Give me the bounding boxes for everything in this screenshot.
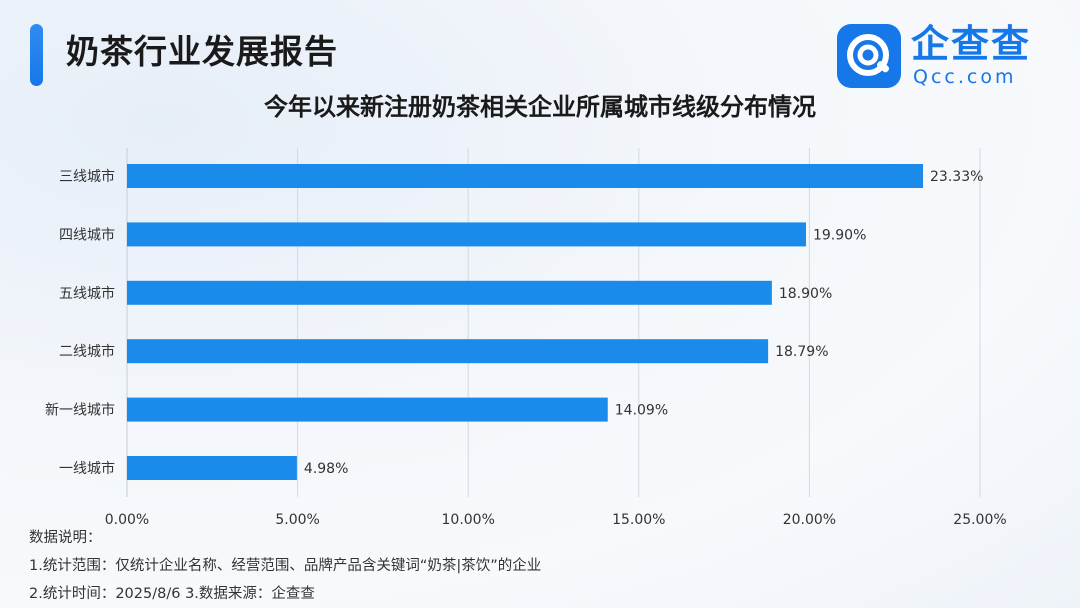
category-label: 一线城市: [59, 460, 115, 477]
report-title: 奶茶行业发展报告: [66, 32, 338, 71]
data-label: 23.33%: [930, 169, 983, 185]
category-label: 二线城市: [59, 343, 115, 360]
data-label: 18.79%: [775, 344, 828, 360]
logo-text-en: Qcc.com: [913, 66, 1017, 88]
x-tick-label: 5.00%: [275, 512, 319, 528]
category-label: 五线城市: [59, 285, 115, 302]
x-tick-label: 25.00%: [953, 512, 1006, 528]
x-tick-label: 15.00%: [612, 512, 665, 528]
qcc-logo-icon: [837, 24, 901, 88]
chart-title: 今年以来新注册奶茶相关企业所属城市线级分布情况: [264, 93, 816, 121]
bar: [127, 397, 608, 422]
data-label: 14.09%: [615, 403, 668, 419]
bar: [127, 164, 924, 188]
category-label: 四线城市: [59, 226, 115, 243]
bar: [127, 280, 772, 305]
bar: [127, 339, 769, 364]
data-label: 19.90%: [813, 227, 866, 243]
qcc-logo: 企查查 Qcc.com: [837, 22, 1057, 90]
title-accent-bar: [30, 24, 43, 86]
logo-text-cn: 企查查: [911, 22, 1032, 66]
x-tick-label: 20.00%: [783, 512, 836, 528]
category-label: 三线城市: [59, 168, 115, 185]
x-tick-label: 0.00%: [105, 512, 149, 528]
category-label: 新一线城市: [45, 402, 115, 419]
data-notes: 数据说明： 1.统计范围：仅统计企业名称、经营范围、品牌产品含关键词“奶茶|茶饮…: [29, 524, 541, 608]
notes-time-source: 2.统计时间：2025/8/6 3.数据来源：企查查: [29, 586, 315, 602]
bar: [127, 222, 806, 247]
bar: [127, 456, 297, 480]
notes-scope: 1.统计范围：仅统计企业名称、经营范围、品牌产品含关键词“奶茶|茶饮”的企业: [29, 558, 542, 574]
data-label: 18.90%: [779, 286, 832, 302]
x-tick-label: 10.00%: [442, 512, 495, 528]
data-label: 4.98%: [304, 461, 348, 477]
notes-heading: 数据说明：: [29, 530, 102, 546]
